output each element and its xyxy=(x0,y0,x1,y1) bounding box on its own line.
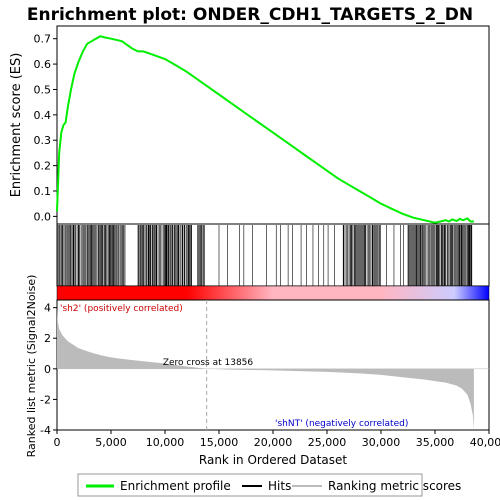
metric-y-axis-label: Ranked list metric (Signal2Noise) xyxy=(25,275,38,458)
es-y-tick-label: 0.7 xyxy=(34,33,52,46)
es-y-tick-label: 0.0 xyxy=(34,210,52,223)
x-tick-label: 15,000 xyxy=(200,436,239,449)
x-tick-label: 30,000 xyxy=(362,436,401,449)
x-tick-label: 0 xyxy=(54,436,61,449)
negative-correlation-label: 'shNT' (negatively correlated) xyxy=(275,419,408,429)
x-tick-label: 35,000 xyxy=(416,436,455,449)
x-tick-label: 40,000 xyxy=(470,436,500,449)
x-axis-label: Rank in Ordered Dataset xyxy=(199,453,347,467)
chart-title: Enrichment plot: ONDER_CDH1_TARGETS_2_DN xyxy=(27,5,473,25)
x-tick-label: 10,000 xyxy=(146,436,185,449)
x-tick-label: 5,000 xyxy=(95,436,127,449)
es-y-tick-label: 0.1 xyxy=(34,185,52,198)
legend-label: Enrichment profile xyxy=(120,479,231,493)
correlation-color-bar xyxy=(56,285,490,301)
es-y-tick-label: 0.2 xyxy=(34,160,52,173)
enrichment-profile-line xyxy=(56,35,474,224)
es-panel xyxy=(56,25,490,225)
es-y-tick-label: 0.3 xyxy=(34,134,52,147)
x-tick-label: 20,000 xyxy=(254,436,293,449)
es-y-tick-label: 0.5 xyxy=(34,83,52,96)
metric-y-tick-label: 0 xyxy=(44,363,51,376)
legend-label: Hits xyxy=(268,479,291,493)
x-tick-label: 25,000 xyxy=(308,436,347,449)
positive-correlation-label: 'sh2' (positively correlated) xyxy=(60,304,183,314)
metric-y-tick-label: -4 xyxy=(40,424,51,437)
legend-label: Ranking metric scores xyxy=(328,479,461,493)
es-y-tick-label: 0.4 xyxy=(34,109,52,122)
metric-y-tick-label: 4 xyxy=(44,302,51,315)
metric-y-tick-label: -2 xyxy=(40,393,51,406)
metric-y-tick-label: 2 xyxy=(44,332,51,345)
es-y-axis-label: Enrichment score (ES) xyxy=(9,53,24,198)
zero-cross-label: Zero cross at 13856 xyxy=(163,358,254,368)
es-y-tick-label: 0.6 xyxy=(34,58,52,71)
